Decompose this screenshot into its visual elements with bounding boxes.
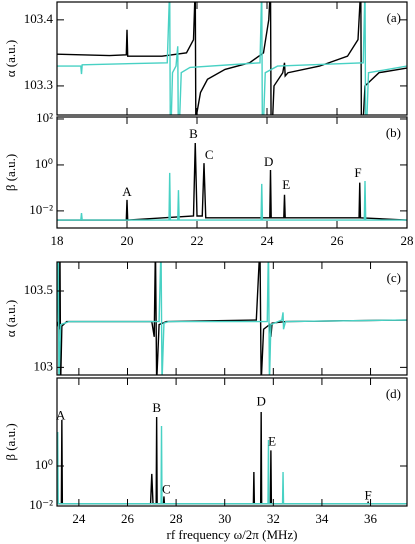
plot-area bbox=[57, 142, 407, 221]
panel-label: (b) bbox=[386, 125, 401, 140]
panel-label: (d) bbox=[386, 386, 401, 401]
y-axis-label: α (a.u.) bbox=[3, 300, 18, 338]
annotation: D bbox=[256, 393, 265, 408]
series-line bbox=[57, 2, 407, 115]
x-tick-label: 28 bbox=[170, 511, 183, 526]
x-tick-label: 18 bbox=[51, 233, 64, 248]
x-axis-label: rf frequency ω/2π (MHz) bbox=[167, 527, 298, 542]
annotation: E bbox=[282, 177, 290, 192]
series-line bbox=[57, 262, 407, 375]
x-tick-label: 34 bbox=[315, 511, 329, 526]
y-axis-label: β (a.u.) bbox=[3, 154, 18, 191]
x-tick-label: 26 bbox=[121, 511, 135, 526]
series-line bbox=[57, 172, 407, 221]
y-tick-label: 10⁰ bbox=[35, 156, 53, 171]
annotation: D bbox=[264, 154, 273, 169]
panel-label: (a) bbox=[387, 10, 401, 25]
annotation: B bbox=[189, 126, 198, 141]
panel-frame bbox=[56, 377, 408, 507]
x-tick-label: 26 bbox=[331, 233, 345, 248]
annotation: A bbox=[122, 184, 132, 199]
y-axis-label: β (a.u.) bbox=[3, 423, 18, 460]
panel-label: (c) bbox=[387, 270, 401, 285]
panel-frame bbox=[56, 116, 408, 229]
x-tick-label: 32 bbox=[267, 511, 280, 526]
y-tick-label: 103 bbox=[34, 358, 54, 373]
annotation: C bbox=[162, 481, 171, 496]
x-tick-label: 28 bbox=[401, 233, 414, 248]
x-tick-label: 24 bbox=[261, 233, 275, 248]
y-tick-label: 10⁰ bbox=[35, 457, 53, 472]
annotation: E bbox=[268, 433, 276, 448]
annotation: A bbox=[56, 407, 66, 422]
y-tick-label: 10⁻² bbox=[29, 202, 53, 217]
series-line bbox=[57, 2, 407, 115]
annotation: F bbox=[364, 487, 371, 502]
y-tick-label: 10² bbox=[36, 110, 53, 125]
y-tick-label: 10⁻² bbox=[29, 497, 53, 512]
series-line bbox=[57, 262, 407, 375]
plot-area bbox=[57, 2, 407, 115]
y-tick-label: 103.5 bbox=[24, 282, 53, 297]
y-axis-label: α (a.u.) bbox=[3, 40, 18, 78]
x-tick-label: 30 bbox=[218, 511, 231, 526]
y-tick-label: 103.4 bbox=[24, 11, 54, 26]
x-tick-label: 24 bbox=[72, 511, 86, 526]
annotation: F bbox=[354, 165, 361, 180]
x-tick-label: 22 bbox=[191, 233, 204, 248]
panel-frame bbox=[56, 1, 408, 116]
series-line bbox=[57, 142, 407, 221]
x-tick-label: 20 bbox=[121, 233, 134, 248]
x-tick-label: 36 bbox=[364, 511, 378, 526]
y-tick-label: 103.3 bbox=[24, 77, 53, 92]
series-line bbox=[57, 411, 407, 505]
annotation: B bbox=[152, 400, 161, 415]
series-line bbox=[57, 425, 407, 505]
annotation: C bbox=[205, 147, 214, 162]
plot-area bbox=[57, 411, 407, 505]
panel-frame bbox=[56, 261, 408, 376]
plot-area bbox=[57, 262, 407, 375]
